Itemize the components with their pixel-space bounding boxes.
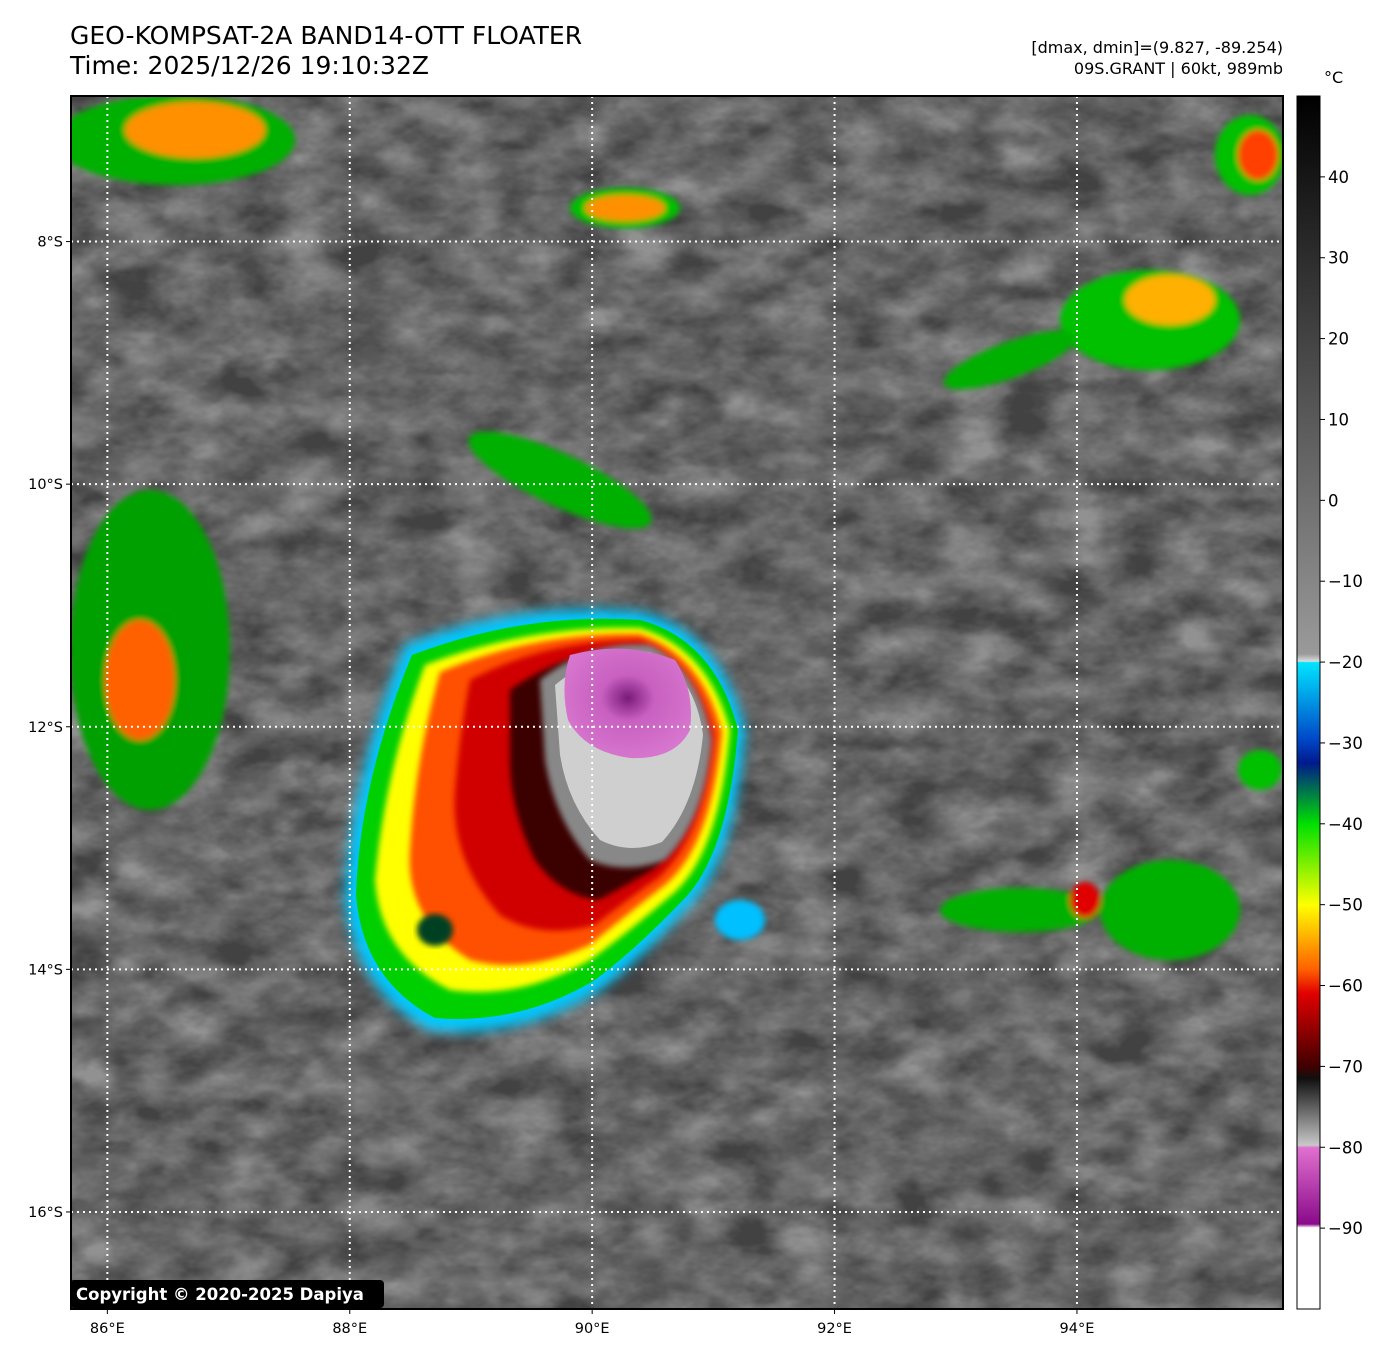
colorbar-strip [1296, 95, 1321, 1310]
lon-tick-label: 94°E [1060, 1321, 1095, 1337]
copyright-text: Copyright © 2020-2025 Dapiya [76, 1285, 364, 1304]
colorbar-tick-label: 10 [1328, 410, 1349, 429]
lon-tick-label: 88°E [332, 1321, 367, 1337]
lon-tick-label: 92°E [817, 1321, 852, 1337]
map-time: Time: 2025/12/26 19:10:32Z [70, 51, 429, 80]
map-frame [70, 95, 1284, 1310]
colorbar-tick-label: −50 [1328, 896, 1363, 915]
colorbar-tick-label: 40 [1328, 168, 1349, 187]
latitude-ticks: 8°S 10°S 12°S 14°S 16°S [28, 235, 71, 1221]
colorbar: 40 30 20 10 0 −10 −20 −30 −40 −50 −60 −70 −80 −90 [1296, 95, 1363, 1310]
colorbar-tick-label: −80 [1328, 1138, 1363, 1157]
storm-info-label: 09S.GRANT | 60kt, 989mb [1073, 59, 1283, 78]
lat-tick-label: 14°S [28, 962, 63, 978]
colorbar-unit: °C [1324, 68, 1344, 87]
colorbar-tick-label: −20 [1328, 653, 1363, 672]
lon-tick-label: 86°E [90, 1321, 125, 1337]
lon-tick-label: 90°E [575, 1321, 610, 1337]
colorbar-tick-label: −40 [1328, 815, 1363, 834]
lat-tick-label: 16°S [28, 1205, 63, 1221]
lat-tick-label: 10°S [28, 477, 63, 493]
colorbar-tick-label: −70 [1328, 1057, 1363, 1076]
lat-tick-label: 12°S [28, 720, 63, 736]
colorbar-tick-label: −90 [1328, 1219, 1363, 1238]
colorbar-tick-label: −30 [1328, 734, 1363, 753]
data-range-label: [dmax, dmin]=(9.827, -89.254) [1031, 38, 1283, 57]
lat-tick-label: 8°S [37, 235, 63, 251]
map-title: GEO-KOMPSAT-2A BAND14-OTT FLOATER [70, 21, 583, 50]
map-imagery [71, 96, 1283, 1309]
copyright-badge: Copyright © 2020-2025 Dapiya [70, 1280, 384, 1308]
colorbar-ticks: 40 30 20 10 0 −10 −20 −30 −40 −50 −60 −70 −80 −90 [1320, 168, 1363, 1238]
gridlines [71, 96, 1283, 1309]
colorbar-tick-label: 0 [1328, 491, 1339, 510]
colorbar-tick-label: −60 [1328, 977, 1363, 996]
longitude-ticks: 86°E 88°E 90°E 92°E 94°E [90, 1309, 1094, 1337]
colorbar-tick-label: −10 [1328, 572, 1363, 591]
colorbar-tick-label: 20 [1328, 330, 1349, 349]
colorbar-tick-label: 30 [1328, 249, 1349, 268]
